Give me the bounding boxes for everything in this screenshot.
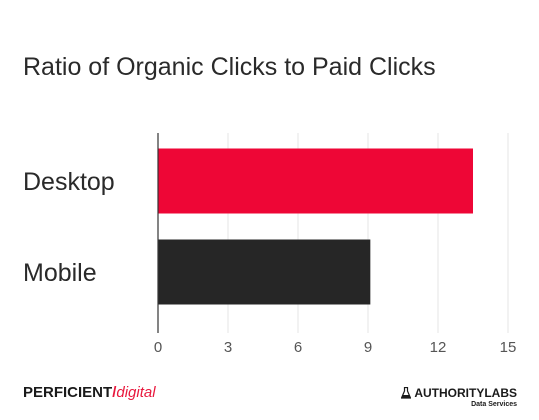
x-tick-label-9: 9	[364, 339, 372, 356]
perficient-digital-logo: PERFICIENT/digital	[23, 384, 156, 401]
bar-desktop	[158, 148, 473, 214]
x-tick-label-0: 0	[154, 339, 162, 356]
logo-left-slash: /	[112, 384, 117, 401]
category-label-mobile: Mobile	[23, 259, 97, 287]
logo-right-sub: Data Services	[471, 401, 517, 408]
authoritylabs-logo: AUTHORITYLABS Data Services	[401, 386, 517, 408]
bar-mobile	[158, 239, 371, 305]
x-tick-label-6: 6	[294, 339, 302, 356]
logo-left-part2: digital	[116, 384, 156, 401]
logo-right-main: AUTHORITYLABS	[414, 386, 517, 400]
x-tick-label-15: 15	[500, 339, 517, 356]
x-tick-label-3: 3	[224, 339, 232, 356]
logo-left-part1: PERFICIENT	[23, 384, 113, 401]
chart-title: Ratio of Organic Clicks to Paid Clicks	[23, 53, 436, 81]
category-label-desktop: Desktop	[23, 168, 115, 196]
flask-icon	[401, 387, 412, 399]
x-tick-label-12: 12	[430, 339, 447, 356]
